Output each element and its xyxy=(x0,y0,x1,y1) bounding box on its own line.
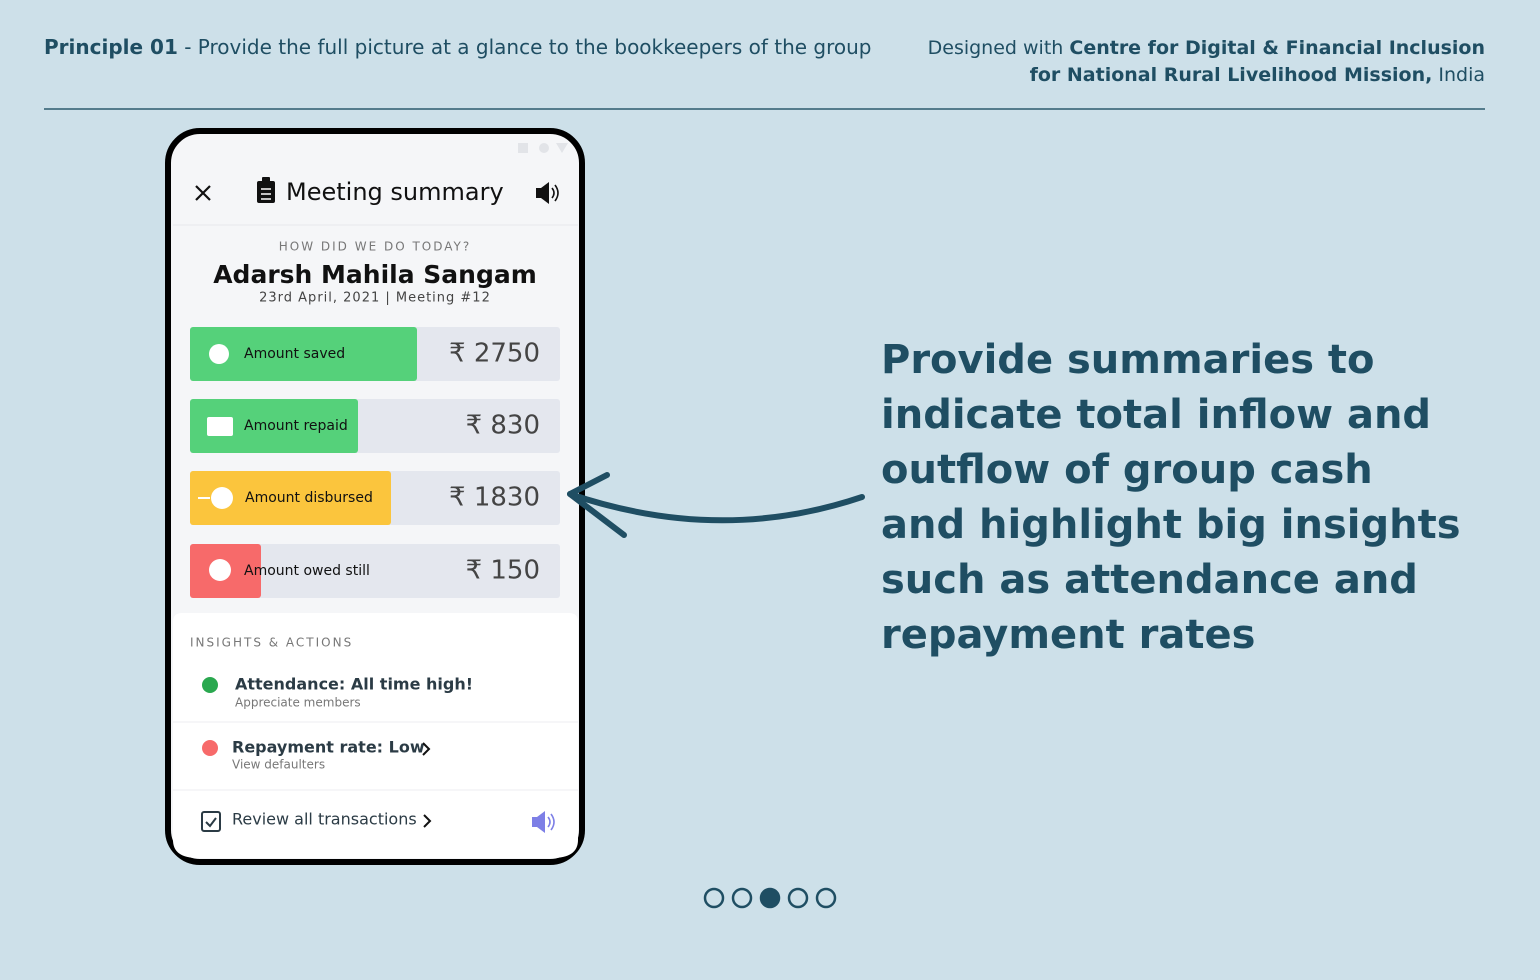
audio-button[interactable] xyxy=(536,182,549,204)
credit-org: Centre for Digital & Financial Inclusion xyxy=(1069,37,1485,59)
alert-dot xyxy=(202,740,218,756)
amount-bar xyxy=(190,399,358,453)
amount-icon xyxy=(207,417,233,436)
amount-value: ₹ 2750 xyxy=(449,339,540,369)
amount-bar xyxy=(190,327,417,381)
page-dot[interactable] xyxy=(815,887,837,909)
amount-label: Amount disbursed xyxy=(245,490,373,506)
audio-button xyxy=(547,813,555,831)
insights-card xyxy=(173,613,578,858)
amount-row xyxy=(190,544,560,598)
insight-title: Attendance: All time high! xyxy=(235,675,473,694)
clipboard-icon xyxy=(261,188,271,200)
page-dot[interactable] xyxy=(731,887,753,909)
arrow-head xyxy=(567,472,627,538)
callout-line: outflow of group cash xyxy=(881,447,1373,493)
page-dot[interactable] xyxy=(787,887,809,909)
arrow xyxy=(567,491,865,524)
insight-title[interactable]: Repayment rate: Low xyxy=(232,738,425,757)
status-icon xyxy=(518,143,528,153)
group-name: Adarsh Mahila Sangam xyxy=(213,260,537,289)
amount-bar xyxy=(190,471,391,525)
amount-icon xyxy=(209,559,231,581)
credit-line: Designed with Centre for Digital & Finan… xyxy=(928,37,1485,59)
chevron[interactable] xyxy=(422,742,431,756)
callout-line: indicate total inflow and xyxy=(881,392,1431,438)
amount-icon xyxy=(211,487,233,509)
audio-button[interactable] xyxy=(532,811,545,833)
callout-line: and highlight big insights xyxy=(881,502,1461,548)
principle-heading: Principle 01 - Provide the full picture … xyxy=(44,35,872,59)
status-icon xyxy=(539,143,549,153)
callout-line: such as attendance and xyxy=(881,557,1418,603)
principle-text: - Provide the full picture at a glance t… xyxy=(178,35,872,59)
amount-value: ₹ 150 xyxy=(466,556,540,586)
checklist-icon xyxy=(201,811,221,832)
page-dot[interactable] xyxy=(703,887,725,909)
amount-icon xyxy=(209,344,229,364)
insights-heading: INSIGHTS & ACTIONS xyxy=(190,636,353,650)
status-icon xyxy=(556,143,568,153)
checklist-icon xyxy=(205,817,217,828)
close-button[interactable] xyxy=(195,185,211,201)
amount-label: Amount owed still xyxy=(244,563,370,579)
credit-org: for National Rural Livelihood Mission, xyxy=(1030,64,1433,86)
amount-label: Amount saved xyxy=(244,346,345,362)
credit-suffix: India xyxy=(1432,64,1485,86)
callout-line: Provide summaries to xyxy=(881,337,1375,383)
clipboard-icon xyxy=(257,181,275,203)
pagination xyxy=(703,887,837,909)
insight-subtitle: Appreciate members xyxy=(235,696,361,710)
audio-button xyxy=(551,184,559,202)
chevron[interactable] xyxy=(423,814,432,828)
credit-prefix: Designed with xyxy=(928,37,1070,59)
clipboard-icon xyxy=(262,177,270,183)
screen-title: Meeting summary xyxy=(286,178,504,206)
review-link[interactable]: Review all transactions xyxy=(232,810,417,829)
callout-line: repayment rates xyxy=(881,612,1255,658)
credit-line: for National Rural Livelihood Mission, I… xyxy=(1030,64,1485,86)
page-dot-active[interactable] xyxy=(759,887,781,909)
eyebrow: HOW DID WE DO TODAY? xyxy=(279,240,472,254)
meeting-meta: 23rd April, 2021 | Meeting #12 xyxy=(259,291,491,306)
amount-value: ₹ 1830 xyxy=(449,483,540,513)
amount-value: ₹ 830 xyxy=(466,411,540,441)
insight-subtitle[interactable]: View defaulters xyxy=(232,758,325,772)
principle-label: Principle 01 xyxy=(44,35,178,59)
amount-label: Amount repaid xyxy=(244,418,348,434)
info-dot xyxy=(202,677,218,693)
callout: Provide summaries to indicate total infl… xyxy=(881,337,1461,658)
